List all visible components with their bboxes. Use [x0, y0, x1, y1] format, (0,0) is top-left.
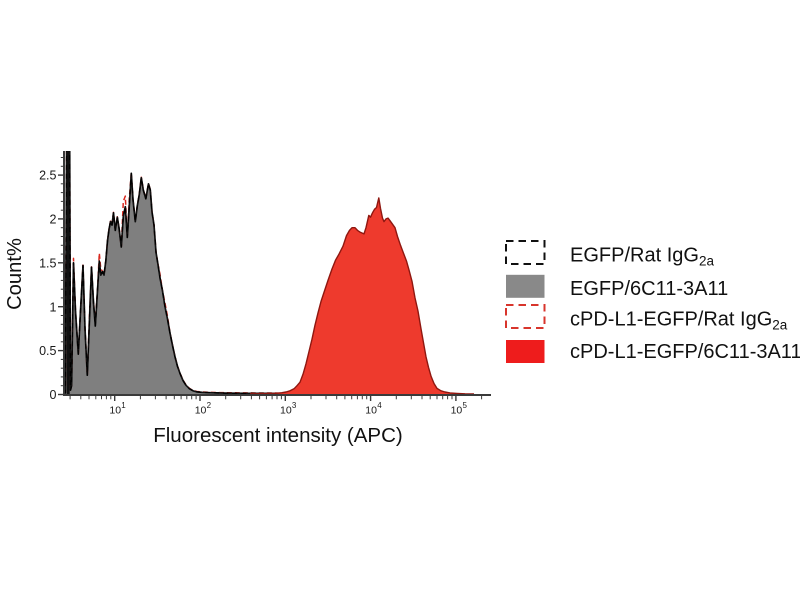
svg-text:0.5: 0.5 — [39, 344, 56, 358]
svg-text:Count%: Count% — [4, 238, 26, 310]
svg-text:2.5: 2.5 — [39, 169, 56, 183]
svg-text:2: 2 — [50, 213, 57, 227]
svg-text:10: 10 — [195, 404, 207, 416]
svg-text:10: 10 — [365, 404, 377, 416]
svg-text:2: 2 — [207, 401, 212, 410]
svg-text:1.5: 1.5 — [39, 256, 56, 270]
svg-text:EGFP/6C11-3A11: EGFP/6C11-3A11 — [570, 278, 728, 300]
svg-text:3: 3 — [292, 401, 297, 410]
svg-text:Fluorescent intensity (APC): Fluorescent intensity (APC) — [153, 424, 403, 447]
svg-text:1: 1 — [50, 300, 57, 314]
svg-text:10: 10 — [109, 404, 121, 416]
svg-text:10: 10 — [451, 404, 463, 416]
svg-text:cPD-L1-EGFP/6C11-3A11: cPD-L1-EGFP/6C11-3A11 — [570, 341, 800, 363]
svg-text:0: 0 — [50, 388, 57, 402]
svg-text:1: 1 — [121, 401, 126, 410]
svg-text:5: 5 — [463, 401, 468, 410]
svg-text:EGFP/Rat IgG2a: EGFP/Rat IgG2a — [570, 244, 714, 268]
svg-text:4: 4 — [377, 401, 382, 410]
svg-text:10: 10 — [280, 404, 292, 416]
svg-text:cPD-L1-EGFP/Rat IgG2a: cPD-L1-EGFP/Rat IgG2a — [570, 309, 788, 333]
